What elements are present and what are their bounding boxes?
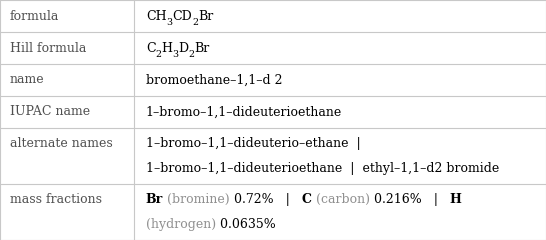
Text: Hill formula: Hill formula	[10, 42, 86, 54]
Text: 1–bromo–1,1–dideuterioethane: 1–bromo–1,1–dideuterioethane	[146, 106, 342, 119]
Text: mass fractions: mass fractions	[10, 193, 102, 206]
Text: 1–bromo–1,1–dideuterioethane  |  ethyl–1,1–d2 bromide: 1–bromo–1,1–dideuterioethane | ethyl–1,1…	[146, 162, 499, 175]
Text: 0.0635%: 0.0635%	[216, 218, 276, 231]
Text: 2: 2	[189, 50, 195, 59]
Text: (hydrogen): (hydrogen)	[146, 218, 216, 231]
Text: (bromine): (bromine)	[167, 193, 230, 206]
Text: alternate names: alternate names	[10, 137, 112, 150]
Text: 2: 2	[192, 18, 198, 27]
Text: H: H	[162, 42, 173, 54]
Text: Br: Br	[146, 193, 163, 206]
Text: D: D	[179, 42, 189, 54]
Text: Br: Br	[195, 42, 210, 54]
Text: 0.216%   |: 0.216% |	[370, 193, 449, 206]
Text: C: C	[301, 193, 312, 206]
Text: Br: Br	[198, 10, 213, 23]
Text: CH: CH	[146, 10, 167, 23]
Text: 3: 3	[173, 50, 179, 59]
Text: 2: 2	[156, 50, 162, 59]
Text: IUPAC name: IUPAC name	[10, 106, 90, 119]
Text: name: name	[10, 73, 44, 86]
Text: H: H	[449, 193, 461, 206]
Text: (carbon): (carbon)	[316, 193, 370, 206]
Text: bromoethane–1,1–d 2: bromoethane–1,1–d 2	[146, 73, 282, 86]
Text: formula: formula	[10, 10, 59, 23]
Text: 0.72%   |: 0.72% |	[230, 193, 301, 206]
Text: C: C	[146, 42, 156, 54]
Text: 3: 3	[167, 18, 173, 27]
Text: CD: CD	[173, 10, 192, 23]
Text: 1–bromo–1,1–dideuterio–ethane  |: 1–bromo–1,1–dideuterio–ethane |	[146, 137, 360, 150]
